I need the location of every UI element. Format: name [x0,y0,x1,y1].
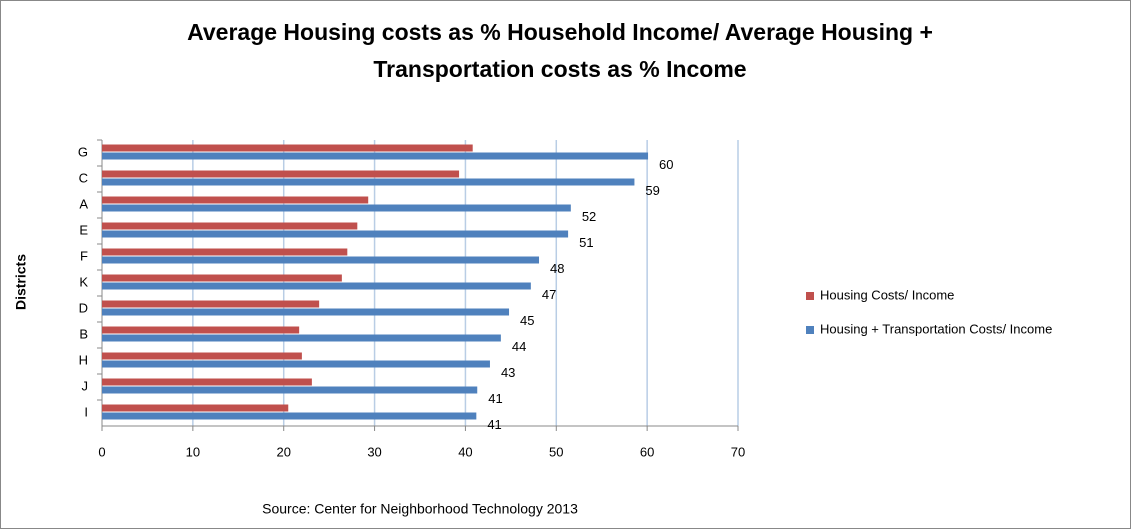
bar [102,230,569,238]
y-tick-label: J [82,378,89,393]
x-tick-label: 60 [640,444,654,459]
bar [102,360,490,368]
bar [102,222,358,230]
x-tick-label: 0 [98,444,105,459]
y-tick-label: F [80,248,88,263]
data-label: 48 [550,261,564,276]
legend-label: Housing Costs/ Income [820,287,954,302]
x-tick-label: 70 [731,444,745,459]
bar [102,274,342,282]
bar [102,326,300,334]
data-label: 51 [579,235,593,250]
y-tick-label: E [79,222,88,237]
data-label: 47 [542,287,556,302]
y-tick-label: I [84,404,88,419]
bar [102,178,635,186]
bar [102,256,540,264]
y-tick-label: H [79,352,88,367]
bar [102,352,302,360]
data-label: 41 [487,417,501,432]
bar [102,300,320,308]
data-label: 59 [645,183,659,198]
y-tick-label: C [79,170,88,185]
data-label: 45 [520,313,534,328]
bar [102,412,477,420]
bar [102,282,531,290]
y-tick-label: B [79,326,88,341]
y-axis-title: Districts [13,254,29,310]
y-tick-label: D [79,300,88,315]
y-tick-label: A [79,196,88,211]
x-tick-label: 30 [367,444,381,459]
bar [102,334,501,342]
bar [102,308,510,316]
bar [102,386,478,394]
x-tick-label: 40 [458,444,472,459]
bar [102,152,649,160]
legend-label: Housing + Transportation Costs/ Income [820,321,1052,336]
x-tick-label: 10 [186,444,200,459]
legend-swatch [806,292,814,300]
bar [102,170,460,178]
data-label: 44 [512,339,526,354]
chart-title: Transportation costs as % Income [373,56,746,82]
bar [102,248,348,256]
x-tick-label: 50 [549,444,563,459]
data-label: 41 [488,391,502,406]
data-label: 60 [659,157,673,172]
y-tick-label: K [79,274,88,289]
legend-swatch [806,326,814,334]
bar [102,204,571,212]
chart-title: Average Housing costs as % Household Inc… [187,19,933,45]
bar [102,196,369,204]
bar [102,378,312,386]
y-tick-label: G [78,144,88,159]
data-label: 52 [582,209,596,224]
x-tick-label: 20 [276,444,290,459]
data-label: 43 [501,365,515,380]
source-note: Source: Center for Neighborhood Technolo… [262,501,578,517]
bar [102,144,473,152]
bar [102,404,289,412]
